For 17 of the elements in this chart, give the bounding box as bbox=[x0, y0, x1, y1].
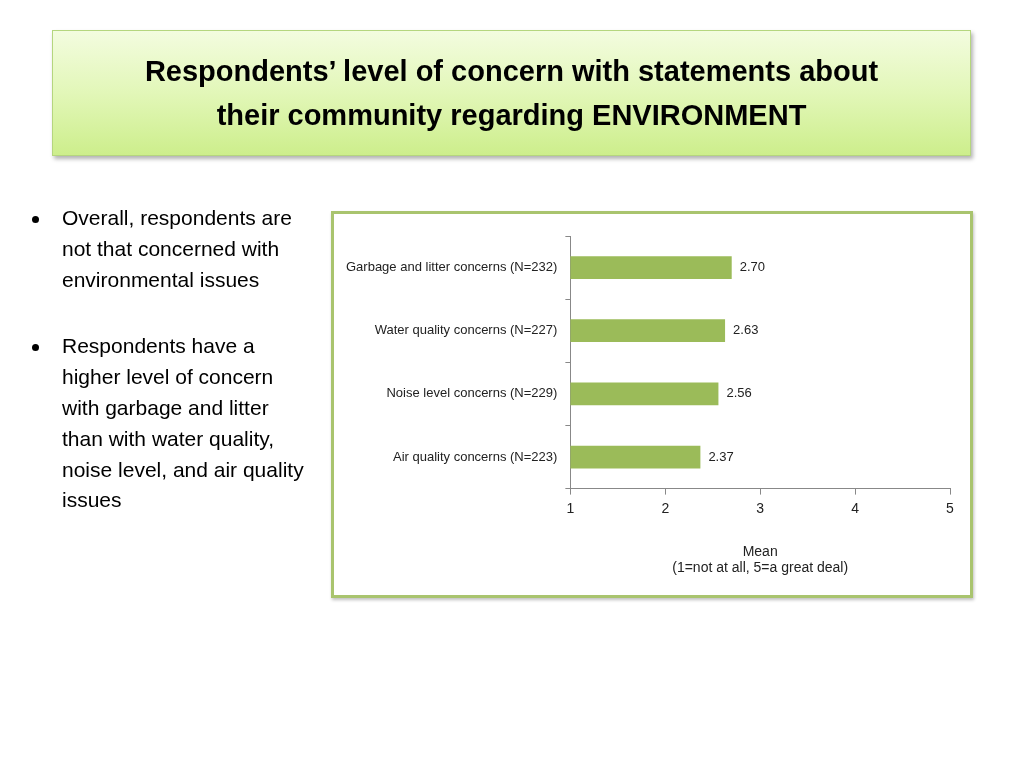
x-tick-label: 5 bbox=[946, 499, 955, 516]
data-label: 2.63 bbox=[733, 322, 759, 338]
x-tick-label: 1 bbox=[566, 499, 575, 516]
y-tick-label: Noise level concerns (N=229) bbox=[386, 385, 558, 401]
y-tick-label: Water quality concerns (N=227) bbox=[374, 322, 558, 338]
data-label: 2.56 bbox=[726, 385, 752, 401]
y-tick-label: Air quality concerns (N=223) bbox=[392, 448, 558, 464]
data-label: 2.70 bbox=[739, 259, 766, 275]
x-tick-label: 4 bbox=[851, 499, 860, 516]
x-tick-label: 2 bbox=[661, 499, 670, 516]
x-axis-title: Mean (1=not at all, 5=a great deal) bbox=[672, 542, 849, 576]
x-tick-label: 3 bbox=[756, 499, 765, 516]
text: Respondents have a higher level of concern with garbage and litter than with water quality, noise level, and air quality issues bbox=[62, 334, 304, 512]
text: Overall, respondents are not that concerned with environmental issues bbox=[62, 206, 292, 291]
y-tick-label: Garbage and litter concerns (N=232) bbox=[345, 259, 558, 275]
data-label: 2.37 bbox=[708, 448, 734, 464]
chart-title: Respondents’ level of concern with statements about their community regarding ENVIRONMENT bbox=[52, 30, 971, 156]
